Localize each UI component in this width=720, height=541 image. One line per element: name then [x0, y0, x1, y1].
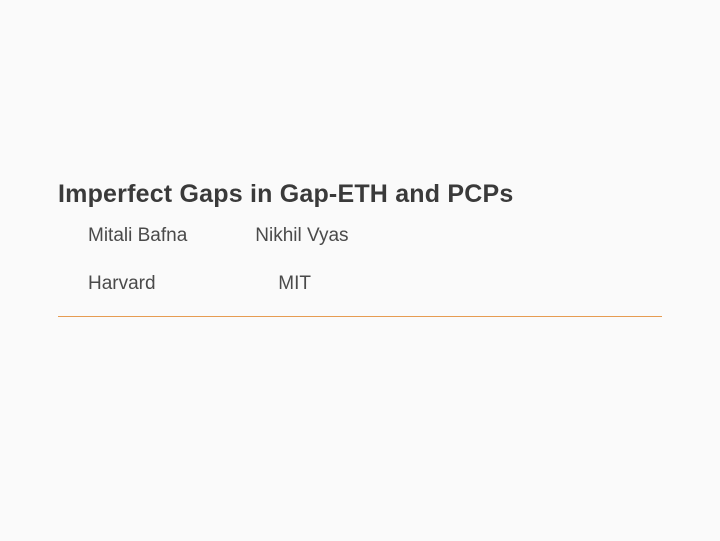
- affiliation-1: Harvard: [88, 273, 273, 295]
- horizontal-rule: [58, 316, 662, 317]
- author-1: Mitali Bafna: [88, 225, 250, 247]
- slide-title: Imperfect Gaps in Gap-ETH and PCPs: [58, 180, 514, 209]
- affiliation-2: MIT: [278, 273, 311, 295]
- affiliations-row: Harvard MIT: [88, 273, 311, 295]
- authors-row: Mitali Bafna Nikhil Vyas: [88, 225, 349, 247]
- author-2: Nikhil Vyas: [255, 225, 348, 247]
- title-slide: Imperfect Gaps in Gap-ETH and PCPs Mital…: [0, 0, 720, 541]
